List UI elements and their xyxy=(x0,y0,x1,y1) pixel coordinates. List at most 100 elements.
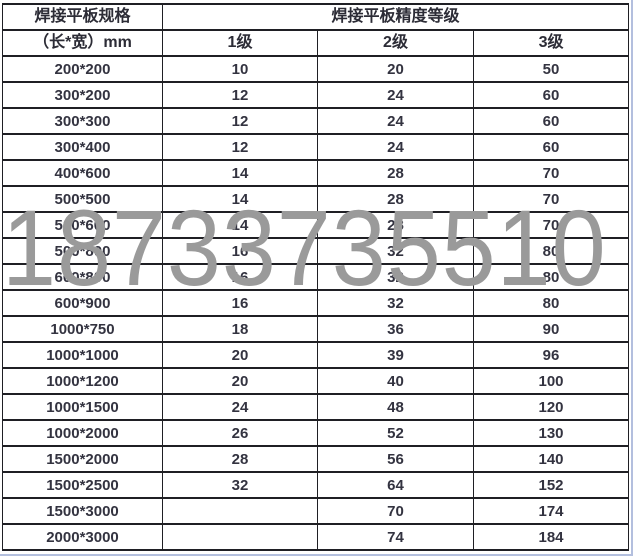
grade-3-value-cell: 174 xyxy=(472,497,630,525)
grade-2-value-cell: 52 xyxy=(317,419,474,447)
grade-3-value-cell: 152 xyxy=(472,471,630,499)
grade-1-value-cell: 28 xyxy=(162,445,318,473)
grade-3-value-cell: 60 xyxy=(472,107,630,135)
grade-2-value-cell: 64 xyxy=(317,471,474,499)
grade-3-value-cell: 60 xyxy=(472,133,630,161)
grade-3-header: 3级 xyxy=(472,29,630,57)
spec-size-cell: 500*600 xyxy=(2,211,163,239)
grade-1-value-cell: 14 xyxy=(162,211,318,239)
table-row: 1500*2500 32 64 152 xyxy=(2,471,630,499)
table-row: 300*400 12 24 60 xyxy=(2,133,630,161)
grade-1-value-cell: 12 xyxy=(162,133,318,161)
grade-1-value-cell: 16 xyxy=(162,289,318,317)
grade-2-value-cell: 24 xyxy=(317,133,474,161)
grade-1-value-cell: 16 xyxy=(162,263,318,291)
grade-3-value-cell: 60 xyxy=(472,81,630,109)
grade-1-header: 1级 xyxy=(162,29,318,57)
table-row: 200*200 10 20 50 xyxy=(2,55,630,83)
table-row: 400*600 14 28 70 xyxy=(2,159,630,187)
grade-1-value-cell xyxy=(162,497,318,525)
grade-1-value-cell: 12 xyxy=(162,81,318,109)
spec-title-header: 焊接平板规格 xyxy=(2,3,163,31)
grade-2-value-cell: 28 xyxy=(317,185,474,213)
welding-plate-spec-table: 焊接平板规格 焊接平板精度等级 （长*宽）mm 1级 2级 3级 200*200… xyxy=(2,3,630,551)
grade-2-value-cell: 36 xyxy=(317,315,474,343)
spec-size-cell: 1500*2500 xyxy=(2,471,163,499)
table-row: 600*900 16 32 80 xyxy=(2,289,630,317)
table-row: 1000*1200 20 40 100 xyxy=(2,367,630,395)
grade-1-value-cell: 10 xyxy=(162,55,318,83)
table-row: 1000*750 18 36 90 xyxy=(2,315,630,343)
spec-size-cell: 1000*2000 xyxy=(2,419,163,447)
spec-size-cell: 1000*1500 xyxy=(2,393,163,421)
grade-3-value-cell: 184 xyxy=(472,523,630,551)
spec-size-cell: 300*400 xyxy=(2,133,163,161)
spec-size-cell: 300*200 xyxy=(2,81,163,109)
spec-size-cell: 500*800 xyxy=(2,237,163,265)
table-row: 500*500 14 28 70 xyxy=(2,185,630,213)
grade-2-value-cell: 24 xyxy=(317,107,474,135)
table-row: 300*200 12 24 60 xyxy=(2,81,630,109)
spec-size-cell: 1000*750 xyxy=(2,315,163,343)
grade-1-value-cell: 16 xyxy=(162,237,318,265)
grade-3-value-cell: 130 xyxy=(472,419,630,447)
spec-size-cell: 500*500 xyxy=(2,185,163,213)
grade-3-value-cell: 50 xyxy=(472,55,630,83)
grade-1-value-cell: 24 xyxy=(162,393,318,421)
table-row: 2000*3000 74 184 xyxy=(2,523,630,551)
grade-2-value-cell: 28 xyxy=(317,211,474,239)
grade-3-value-cell: 90 xyxy=(472,315,630,343)
spec-table-body: 200*200 10 20 50 300*200 12 24 60 300*300 12 24 60 3… xyxy=(2,55,630,551)
table-row: 300*300 12 24 60 xyxy=(2,107,630,135)
grade-2-header: 2级 xyxy=(317,29,474,57)
grade-1-value-cell: 12 xyxy=(162,107,318,135)
grade-2-value-cell: 56 xyxy=(317,445,474,473)
grade-3-value-cell: 70 xyxy=(472,185,630,213)
table-row: 1500*2000 28 56 140 xyxy=(2,445,630,473)
grade-3-value-cell: 120 xyxy=(472,393,630,421)
spec-size-cell: 1000*1200 xyxy=(2,367,163,395)
grade-3-value-cell: 70 xyxy=(472,211,630,239)
table-row: 600*800 16 32 80 xyxy=(2,263,630,291)
grade-3-value-cell: 100 xyxy=(472,367,630,395)
grade-3-value-cell: 80 xyxy=(472,289,630,317)
grade-1-value-cell: 20 xyxy=(162,367,318,395)
header-row-columns: （长*宽）mm 1级 2级 3级 xyxy=(2,29,630,57)
grade-1-value-cell: 20 xyxy=(162,341,318,369)
header-row-titles: 焊接平板规格 焊接平板精度等级 xyxy=(2,3,630,31)
table-row: 1500*3000 70 174 xyxy=(2,497,630,525)
grade-2-value-cell: 32 xyxy=(317,263,474,291)
grade-1-value-cell: 14 xyxy=(162,185,318,213)
grade-3-value-cell: 80 xyxy=(472,237,630,265)
grade-3-value-cell: 70 xyxy=(472,159,630,187)
spec-size-cell: 1000*1000 xyxy=(2,341,163,369)
table-row: 1000*1000 20 39 96 xyxy=(2,341,630,369)
grade-2-value-cell: 32 xyxy=(317,237,474,265)
table-row: 1000*1500 24 48 120 xyxy=(2,393,630,421)
spec-size-cell: 400*600 xyxy=(2,159,163,187)
grade-2-value-cell: 32 xyxy=(317,289,474,317)
table-row: 500*600 14 28 70 xyxy=(2,211,630,239)
grade-2-value-cell: 24 xyxy=(317,81,474,109)
grade-1-value-cell xyxy=(162,523,318,551)
grade-2-value-cell: 70 xyxy=(317,497,474,525)
grade-2-value-cell: 28 xyxy=(317,159,474,187)
table-row: 500*800 16 32 80 xyxy=(2,237,630,265)
grade-2-value-cell: 40 xyxy=(317,367,474,395)
grade-3-value-cell: 140 xyxy=(472,445,630,473)
grade-1-value-cell: 26 xyxy=(162,419,318,447)
spec-size-cell: 600*900 xyxy=(2,289,163,317)
spec-size-cell: 1500*2000 xyxy=(2,445,163,473)
precision-grade-title-header: 焊接平板精度等级 xyxy=(161,3,630,31)
spec-size-cell: 300*300 xyxy=(2,107,163,135)
spec-size-cell: 200*200 xyxy=(2,55,163,83)
spec-size-cell: 1500*3000 xyxy=(2,497,163,525)
spec-size-cell: 600*800 xyxy=(2,263,163,291)
grade-2-value-cell: 39 xyxy=(317,341,474,369)
grade-3-value-cell: 80 xyxy=(472,263,630,291)
grade-2-value-cell: 48 xyxy=(317,393,474,421)
spec-size-cell: 2000*3000 xyxy=(2,523,163,551)
grade-1-value-cell: 32 xyxy=(162,471,318,499)
size-unit-header: （长*宽）mm xyxy=(2,29,163,57)
